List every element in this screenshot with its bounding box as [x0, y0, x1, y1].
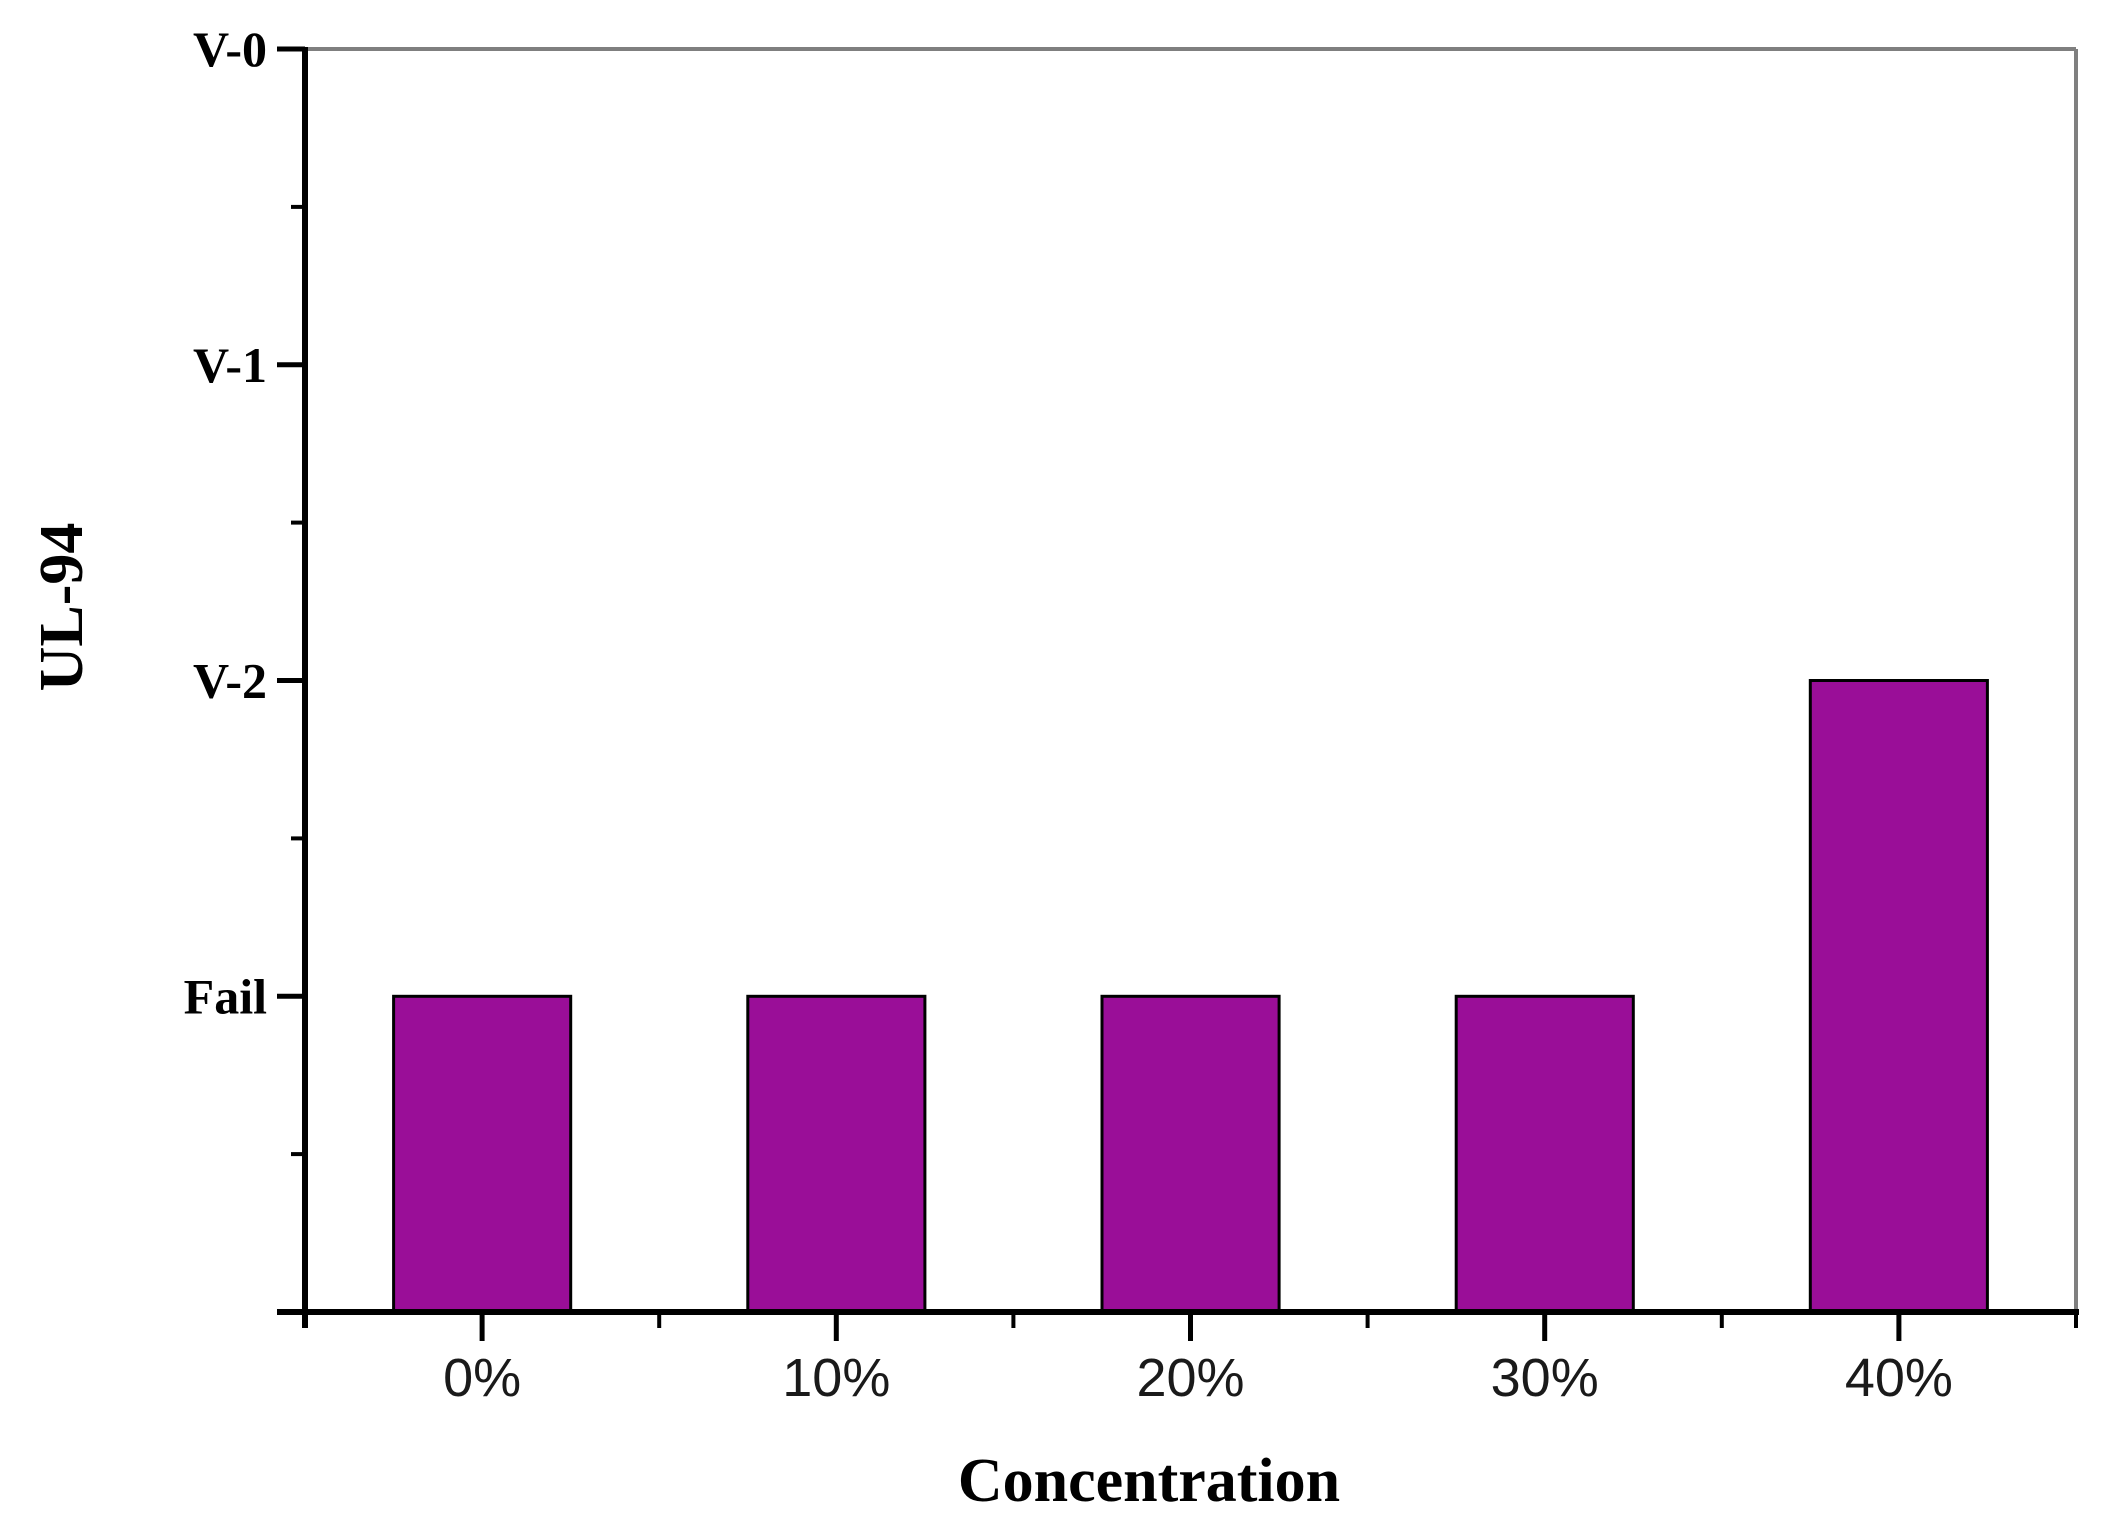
bar-30%: [1454, 994, 1635, 1314]
y-tick-label-V-0: V-0: [193, 21, 267, 77]
tick-labels-layer: V-0 V-1 V-2 Fail 0% 10% 20% 30% 40%: [184, 21, 1953, 1408]
y-tick-label-V-1: V-1: [193, 337, 267, 393]
x-tick-label-0%: 0%: [443, 1348, 521, 1408]
bars-layer: [392, 679, 1989, 1314]
bar-20%: [1100, 994, 1281, 1314]
x-tick-label-20%: 20%: [1136, 1348, 1244, 1408]
x-tick-label-30%: 30%: [1491, 1348, 1599, 1408]
y-tick-label-Fail: Fail: [184, 968, 267, 1024]
axes-layer: [277, 47, 2079, 1328]
frame-layer: [305, 47, 2078, 1312]
x-tick-label-40%: 40%: [1845, 1348, 1953, 1408]
x-tick-label-10%: 10%: [782, 1348, 890, 1408]
y-tick-label-V-2: V-2: [193, 653, 267, 709]
ticks-layer: [277, 46, 2078, 1341]
bar-40%: [1808, 679, 1989, 1314]
x-axis-title: Concentration: [958, 1447, 1340, 1515]
y-axis-title: UL-94: [28, 523, 96, 692]
bar-0%: [392, 994, 573, 1314]
bar-10%: [746, 994, 927, 1314]
